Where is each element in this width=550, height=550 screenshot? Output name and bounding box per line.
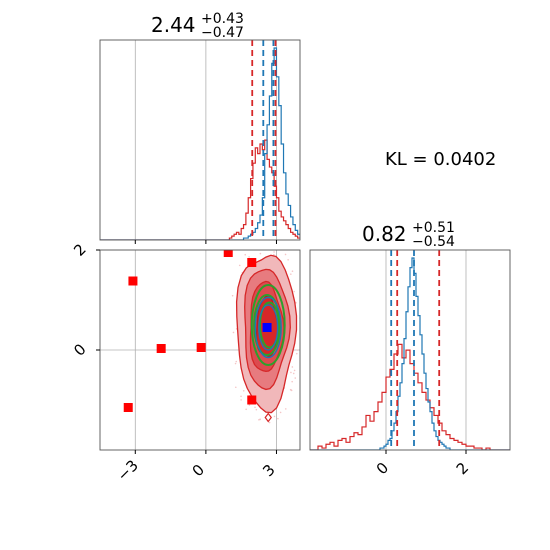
sample-point	[301, 333, 303, 335]
sample-point	[284, 253, 287, 256]
sample-point	[231, 294, 234, 297]
axes-frame	[309, 249, 511, 451]
sample-point	[296, 349, 299, 351]
histogram-series	[100, 47, 300, 240]
red-square-marker	[123, 403, 133, 412]
title-sup: +0.43	[201, 11, 244, 27]
sample-point	[235, 360, 238, 363]
sample-point	[267, 237, 269, 239]
sample-point	[277, 417, 279, 420]
sample-point	[234, 386, 237, 389]
kl-annotation: KL = 0.0402	[385, 149, 496, 170]
title-sub: −0.47	[201, 25, 244, 41]
sample-point	[254, 406, 256, 409]
blue-contour	[254, 296, 282, 359]
red-square-marker	[247, 258, 257, 267]
sample-point	[279, 411, 282, 414]
top-left-title: 2.44 +0.43 −0.47	[151, 11, 244, 41]
sample-point	[238, 264, 241, 267]
sample-point	[268, 421, 271, 424]
sample-point	[295, 352, 298, 355]
sample-point	[255, 408, 258, 411]
y-tick-label: 2	[70, 240, 89, 259]
x-tick-label: 0	[189, 461, 208, 480]
sample-point	[290, 273, 292, 275]
title-main: 2.44	[151, 13, 196, 37]
sample-point	[264, 247, 266, 249]
sample-point	[273, 253, 275, 256]
title-sub: −0.54	[412, 234, 455, 250]
blue-square-marker	[262, 323, 272, 332]
red-square-marker	[223, 250, 233, 257]
sample-point	[248, 256, 250, 258]
sample-point	[301, 338, 303, 340]
panel-top-left-histogram	[99, 39, 301, 244]
plot-area	[123, 237, 303, 424]
sample-point	[273, 251, 275, 253]
histogram-series	[100, 139, 300, 240]
red-square-marker	[196, 343, 206, 352]
title-sup: +0.51	[412, 220, 455, 236]
sample-point	[293, 290, 295, 293]
sample-point	[291, 270, 294, 273]
sample-point	[240, 399, 242, 401]
sample-point	[251, 243, 253, 245]
green-contour	[253, 294, 282, 356]
panel-bottom-left-contour: −3 0 3 0 2	[70, 237, 303, 485]
sample-point	[291, 366, 294, 368]
sample-point	[259, 252, 262, 255]
x-tick-label: −3	[114, 456, 142, 484]
sample-point	[248, 404, 251, 406]
sample-point	[242, 390, 245, 392]
y-tick-label: 0	[70, 340, 89, 359]
red-diamond-marker	[264, 412, 272, 423]
sample-point	[232, 331, 235, 334]
blue-contour	[258, 304, 279, 351]
sample-point	[245, 408, 247, 411]
sample-point	[287, 258, 289, 261]
sample-point	[278, 242, 280, 244]
green-contour	[259, 301, 280, 349]
plot-area	[310, 250, 510, 450]
sample-point	[292, 372, 295, 375]
sample-point	[294, 377, 297, 379]
sample-point	[290, 371, 292, 374]
sample-point	[240, 395, 242, 398]
red-square-marker	[247, 395, 257, 405]
plot-area	[100, 40, 300, 240]
x-tick-label: 2	[453, 459, 472, 478]
sample-point	[234, 362, 237, 365]
axes-frame	[99, 39, 301, 241]
x-tick-label: 3	[259, 461, 278, 480]
sample-point	[284, 408, 287, 410]
sample-point	[273, 415, 276, 418]
x-tick-label: 0	[373, 459, 392, 478]
histogram-series	[310, 343, 510, 450]
sample-point	[289, 388, 292, 391]
red-square-marker	[156, 344, 166, 353]
title-main: 0.82	[362, 222, 407, 246]
red-square-marker	[128, 276, 138, 286]
green-contour	[250, 284, 286, 366]
sample-point	[244, 253, 247, 256]
bottom-right-title: 0.82 +0.51 −0.54	[362, 220, 455, 250]
sample-point	[293, 369, 296, 372]
sample-point	[291, 380, 293, 383]
sample-point	[259, 418, 261, 421]
